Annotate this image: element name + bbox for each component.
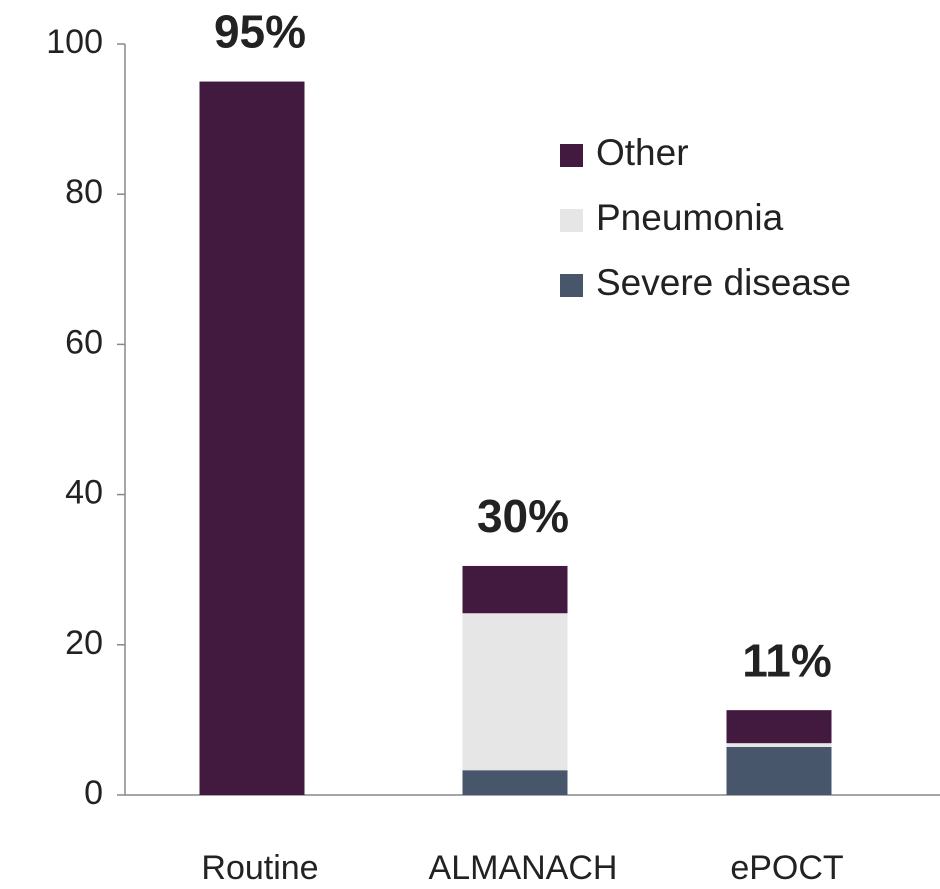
y-tick-label: 100: [46, 23, 103, 61]
legend-label: Pneumonia: [596, 197, 784, 238]
total-label: 11%: [742, 634, 832, 686]
bar-segment: [726, 746, 832, 795]
legend-label: Other: [596, 132, 689, 173]
bar-segment: [462, 565, 568, 614]
y-tick-label: 40: [65, 474, 103, 512]
legend-swatch: [560, 144, 583, 167]
x-tick-label: ePOCT: [730, 849, 843, 887]
legend-swatch: [560, 274, 583, 297]
bar-segment: [462, 770, 568, 795]
legend-swatch: [560, 209, 583, 232]
x-tick-label: Routine: [201, 849, 318, 887]
bar-segment: [462, 613, 568, 771]
y-tick-label: 60: [65, 323, 103, 361]
bar-segment: [726, 743, 832, 747]
y-tick-label: 80: [65, 173, 103, 211]
legend-label: Severe disease: [596, 262, 851, 303]
total-label: 30%: [477, 490, 569, 542]
total-label: 95%: [214, 6, 306, 58]
x-tick-label: ALMANACH: [429, 849, 618, 887]
bar-segment: [199, 81, 305, 796]
bar-segment: [726, 710, 832, 744]
y-tick-label: 0: [84, 774, 103, 812]
y-tick-label: 20: [65, 624, 103, 662]
